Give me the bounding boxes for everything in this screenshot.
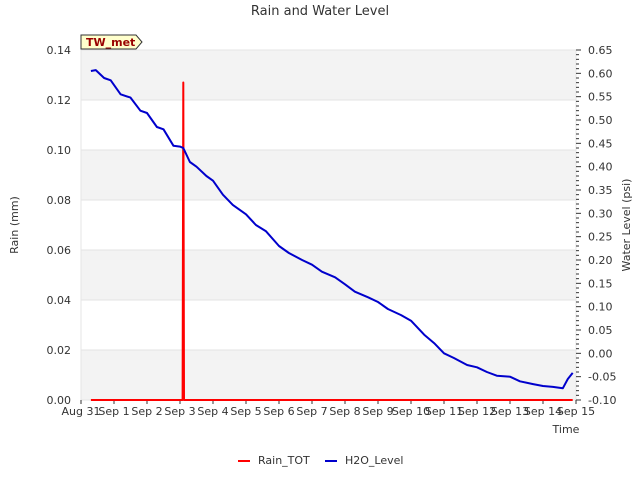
y-right-tick-label: 0.40 bbox=[588, 161, 613, 174]
y-left-tick-label: 0.00 bbox=[47, 394, 72, 407]
x-tick-label: Sep 5 bbox=[230, 405, 261, 418]
y-left-axis-ticks: 0.00 0.02 0.04 0.06 0.08 0.10 0.12 0.14 bbox=[47, 44, 72, 407]
x-tick-label: Sep 8 bbox=[329, 405, 360, 418]
y-right-tick-label: 0.60 bbox=[588, 67, 613, 80]
series-line-h2o-level bbox=[90, 69, 574, 390]
x-tick-label: Sep 6 bbox=[263, 405, 294, 418]
plot-band bbox=[81, 150, 576, 200]
x-tick-label: Sep 10 bbox=[392, 405, 430, 418]
legend: Rain_TOT H2O_Level bbox=[238, 454, 403, 467]
x-tick-label: Sep 4 bbox=[197, 405, 228, 418]
y-right-tick-label: 0.00 bbox=[588, 347, 613, 360]
y-right-tick-label: 0.30 bbox=[588, 207, 613, 220]
y-right-tick-label: 0.20 bbox=[588, 254, 613, 267]
y-right-tick-label: 0.05 bbox=[588, 324, 613, 337]
x-tick-label: Sep 2 bbox=[131, 405, 162, 418]
y-right-tick-label: -0.10 bbox=[588, 394, 616, 407]
plot-band bbox=[81, 50, 576, 100]
station-badge: TW_met bbox=[80, 34, 143, 50]
x-axis-label: Time bbox=[552, 423, 580, 436]
y-left-tick-label: 0.06 bbox=[47, 244, 72, 257]
y-right-tick-label: 0.25 bbox=[588, 231, 613, 244]
y-left-tick-label: 0.10 bbox=[47, 144, 72, 157]
x-tick-label: Sep 13 bbox=[491, 405, 529, 418]
station-badge-label: TW_met bbox=[86, 36, 135, 49]
x-tick-label: Sep 1 bbox=[98, 405, 129, 418]
x-tick-label: Aug 31 bbox=[62, 405, 101, 418]
y-right-tick-label: 0.55 bbox=[588, 91, 613, 104]
y-left-axis-label: Rain (mm) bbox=[8, 196, 21, 254]
series-line-rain-tot bbox=[90, 81, 573, 401]
y-left-tick-label: 0.02 bbox=[47, 344, 72, 357]
x-tick-label: Sep 12 bbox=[458, 405, 496, 418]
y-right-axis-ticks: -0.10 -0.05 0.00 0.05 0.10 0.15 0.20 0.25 0.30 0.… bbox=[576, 44, 616, 407]
x-tick-label: Sep 9 bbox=[362, 405, 393, 418]
y-right-tick-label: 0.15 bbox=[588, 277, 613, 290]
x-tick-label: Sep 14 bbox=[524, 405, 562, 418]
plot-band bbox=[81, 350, 576, 400]
chart-title: Rain and Water Level bbox=[251, 4, 389, 19]
y-right-tick-label: 0.10 bbox=[588, 301, 613, 314]
y-left-tick-label: 0.14 bbox=[47, 44, 72, 57]
y-left-tick-label: 0.04 bbox=[47, 294, 72, 307]
x-tick-label: Sep 15 bbox=[557, 405, 595, 418]
y-left-tick-label: 0.12 bbox=[47, 94, 72, 107]
series-layer bbox=[90, 69, 574, 401]
y-right-axis-label: Water Level (psi) bbox=[620, 179, 633, 272]
x-tick-label: Sep 7 bbox=[296, 405, 327, 418]
y-right-tick-label: 0.50 bbox=[588, 114, 613, 127]
x-tick-label: Sep 3 bbox=[164, 405, 195, 418]
y-right-tick-label: 0.35 bbox=[588, 184, 613, 197]
y-right-tick-label: 0.65 bbox=[588, 44, 613, 57]
x-tick-label: Sep 11 bbox=[425, 405, 463, 418]
y-right-tick-label: -0.05 bbox=[588, 371, 616, 384]
legend-label-h2o-level: H2O_Level bbox=[345, 454, 403, 467]
station-badge-box bbox=[80, 34, 143, 50]
y-right-tick-label: 0.45 bbox=[588, 137, 613, 150]
y-left-tick-label: 0.08 bbox=[47, 194, 72, 207]
legend-label-rain-tot: Rain_TOT bbox=[258, 454, 310, 467]
